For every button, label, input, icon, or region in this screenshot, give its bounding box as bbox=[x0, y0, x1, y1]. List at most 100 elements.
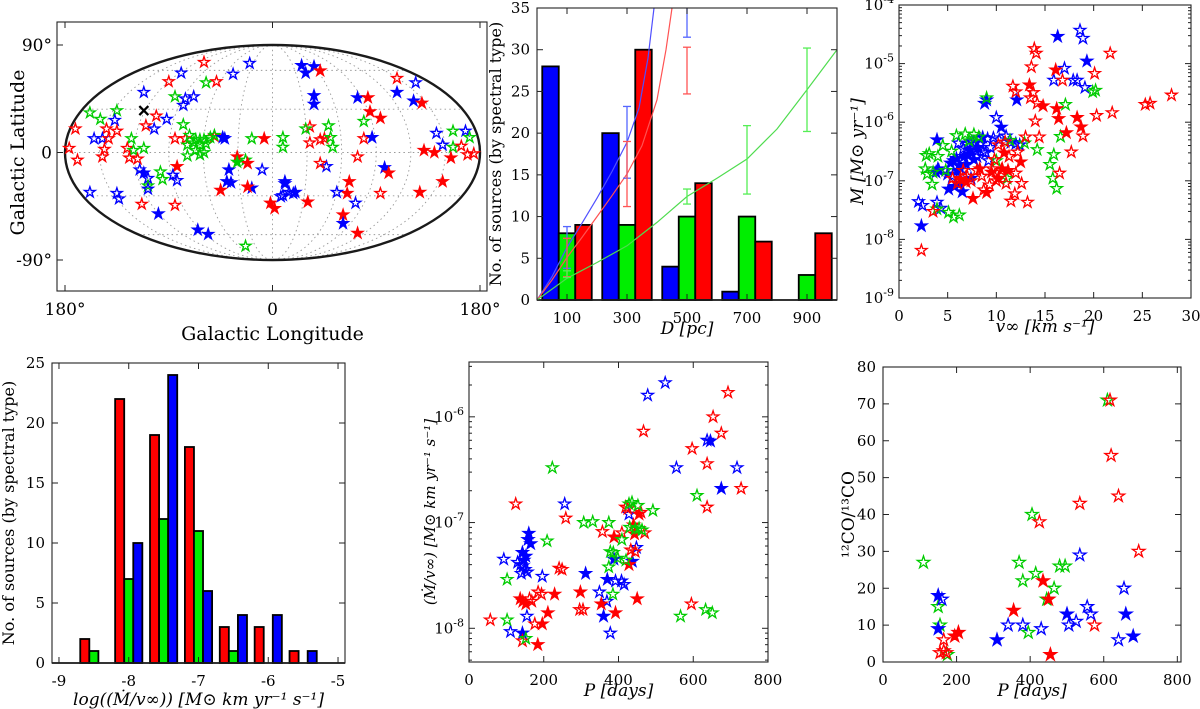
star-marker bbox=[1071, 494, 1088, 511]
graticule bbox=[65, 44, 480, 261]
x-tick-label: 10 bbox=[987, 307, 1006, 325]
star-marker bbox=[1047, 61, 1064, 77]
star-marker bbox=[389, 70, 405, 85]
star-marker bbox=[593, 595, 610, 611]
error-bar bbox=[683, 188, 691, 205]
y-axis-label: Ṁ [M⊙ yr⁻¹] bbox=[850, 98, 868, 206]
star-marker bbox=[373, 110, 388, 125]
star-marker bbox=[153, 164, 168, 179]
star-marker bbox=[198, 74, 214, 89]
star-marker bbox=[554, 561, 570, 577]
star-marker bbox=[993, 119, 1009, 134]
star-marker bbox=[240, 179, 255, 194]
star-marker bbox=[513, 565, 529, 581]
model-curve bbox=[537, 8, 673, 300]
star-marker bbox=[277, 175, 293, 190]
star-marker bbox=[1057, 96, 1074, 112]
star-marker bbox=[521, 590, 538, 606]
star-marker bbox=[462, 129, 478, 144]
star-marker bbox=[1028, 45, 1044, 60]
star-marker bbox=[697, 601, 714, 617]
panel-mdot-vs-vinf: 0 5 10 15 20 25 30 10-9 10-8 10-7 10-6 10-5 10-4 v∞ [… bbox=[847, 0, 1200, 349]
star-marker bbox=[244, 130, 260, 145]
star-marker bbox=[389, 84, 405, 99]
axes-frame bbox=[56, 21, 488, 292]
star-marker bbox=[267, 200, 282, 215]
axes-frame bbox=[882, 366, 1182, 663]
star-marker bbox=[729, 459, 745, 475]
bar-groups bbox=[79, 374, 318, 664]
y-tick-label: 25 bbox=[511, 82, 530, 100]
star-marker bbox=[937, 162, 954, 178]
star-marker bbox=[1117, 605, 1135, 622]
bar bbox=[167, 374, 179, 664]
star-marker bbox=[329, 184, 345, 199]
bar bbox=[253, 626, 265, 664]
star-marker bbox=[412, 184, 428, 199]
star-marker bbox=[416, 142, 432, 157]
star-marker bbox=[169, 158, 185, 173]
star-marker bbox=[1051, 165, 1068, 180]
star-marker bbox=[70, 152, 85, 167]
star-marker bbox=[1005, 78, 1021, 93]
star-marker bbox=[445, 123, 461, 138]
star-marker bbox=[556, 495, 573, 511]
log-tick-label: 10-7 bbox=[434, 511, 464, 532]
star-marker bbox=[683, 595, 700, 611]
bar bbox=[737, 215, 757, 301]
cross-marker bbox=[138, 105, 150, 116]
x-tick-label: 400 bbox=[1016, 671, 1045, 689]
star-marker bbox=[94, 148, 110, 164]
y-tick-label: 40 bbox=[857, 506, 876, 524]
star-marker bbox=[499, 571, 515, 587]
star-marker bbox=[530, 584, 546, 599]
star-marker bbox=[302, 134, 318, 150]
star-marker bbox=[312, 155, 328, 170]
star-marker bbox=[167, 197, 183, 212]
bar bbox=[754, 240, 773, 301]
star-marker bbox=[657, 374, 673, 390]
star-marker bbox=[950, 135, 967, 150]
star-marker bbox=[1001, 148, 1017, 163]
star-marker bbox=[606, 528, 622, 544]
star-marker bbox=[1008, 83, 1024, 99]
star-marker bbox=[930, 598, 947, 614]
star-marker bbox=[607, 604, 624, 620]
star-marker bbox=[373, 185, 388, 200]
star-marker bbox=[929, 131, 945, 147]
star-marker bbox=[955, 162, 971, 178]
star-marker bbox=[101, 130, 116, 145]
star-marker bbox=[312, 62, 328, 78]
star-marker bbox=[99, 121, 114, 136]
star-marker bbox=[240, 155, 255, 170]
y-tick-label: 20 bbox=[857, 579, 876, 597]
map-stars bbox=[61, 54, 482, 253]
star-marker bbox=[360, 89, 376, 104]
star-marker bbox=[940, 204, 957, 219]
star-marker bbox=[1082, 605, 1100, 622]
star-marker bbox=[1079, 598, 1096, 614]
star-marker bbox=[930, 620, 947, 636]
star-marker bbox=[1031, 128, 1047, 144]
x-tick-label: 700 bbox=[733, 309, 762, 327]
x-tick-label: -7 bbox=[191, 672, 206, 690]
star-marker bbox=[530, 636, 546, 652]
bar bbox=[132, 542, 144, 664]
x-tick-label: 600 bbox=[679, 671, 708, 689]
bar bbox=[114, 398, 126, 664]
star-marker bbox=[300, 194, 316, 209]
y-tick-label: 0 bbox=[520, 291, 530, 309]
star-marker bbox=[969, 148, 985, 164]
bar bbox=[271, 614, 283, 664]
star-marker bbox=[1007, 185, 1023, 201]
star-marker bbox=[1050, 110, 1067, 126]
star-marker bbox=[208, 73, 224, 88]
star-marker bbox=[339, 185, 355, 200]
x-tick-label: 180° bbox=[45, 300, 86, 320]
star-marker bbox=[1125, 627, 1142, 644]
star-marker bbox=[630, 497, 646, 513]
star-marker bbox=[713, 480, 730, 496]
mdot-canvas: 0 5 10 15 20 25 30 10-9 10-8 10-7 10-6 10-5 10-4 v∞ [… bbox=[847, 0, 1200, 337]
star-marker bbox=[82, 184, 98, 199]
star-marker bbox=[1079, 53, 1095, 68]
